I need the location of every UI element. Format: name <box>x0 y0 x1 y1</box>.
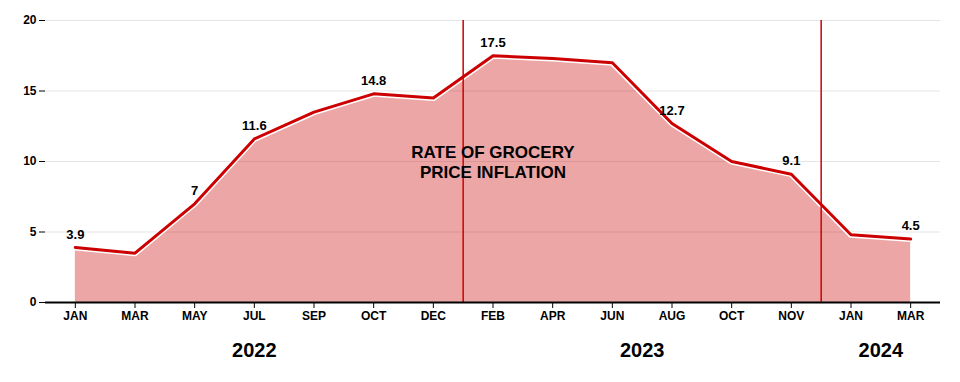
svg-text:2024: 2024 <box>859 339 904 361</box>
svg-text:15: 15 <box>23 84 37 98</box>
svg-text:JUL: JUL <box>243 309 266 323</box>
svg-text:MAR: MAR <box>121 309 149 323</box>
svg-text:2023: 2023 <box>620 339 665 361</box>
svg-text:AUG: AUG <box>659 309 686 323</box>
svg-text:OCT: OCT <box>719 309 745 323</box>
svg-text:3.9: 3.9 <box>66 227 84 242</box>
svg-text:OCT: OCT <box>361 309 387 323</box>
svg-text:JAN: JAN <box>63 309 87 323</box>
svg-text:JUN: JUN <box>600 309 624 323</box>
svg-text:MAR: MAR <box>897 309 925 323</box>
svg-text:4.5: 4.5 <box>902 218 920 233</box>
svg-text:MAY: MAY <box>182 309 208 323</box>
svg-text:APR: APR <box>540 309 566 323</box>
svg-text:2022: 2022 <box>232 339 276 361</box>
svg-text:NOV: NOV <box>778 309 804 323</box>
svg-text:JAN: JAN <box>839 309 863 323</box>
svg-text:RATE OF GROCERYPRICE INFLATION: RATE OF GROCERYPRICE INFLATION <box>411 143 575 182</box>
svg-text:10: 10 <box>23 154 37 168</box>
svg-text:0: 0 <box>30 295 37 309</box>
svg-text:FEB: FEB <box>481 309 505 323</box>
svg-text:5: 5 <box>30 225 37 239</box>
svg-text:9.1: 9.1 <box>782 153 800 168</box>
svg-text:7: 7 <box>191 183 198 198</box>
svg-text:SEP: SEP <box>302 309 326 323</box>
svg-text:12.7: 12.7 <box>659 103 684 118</box>
svg-text:17.5: 17.5 <box>480 35 505 50</box>
svg-text:11.6: 11.6 <box>242 118 267 133</box>
svg-text:20: 20 <box>23 13 37 27</box>
svg-text:14.8: 14.8 <box>361 73 386 88</box>
svg-text:DEC: DEC <box>421 309 447 323</box>
